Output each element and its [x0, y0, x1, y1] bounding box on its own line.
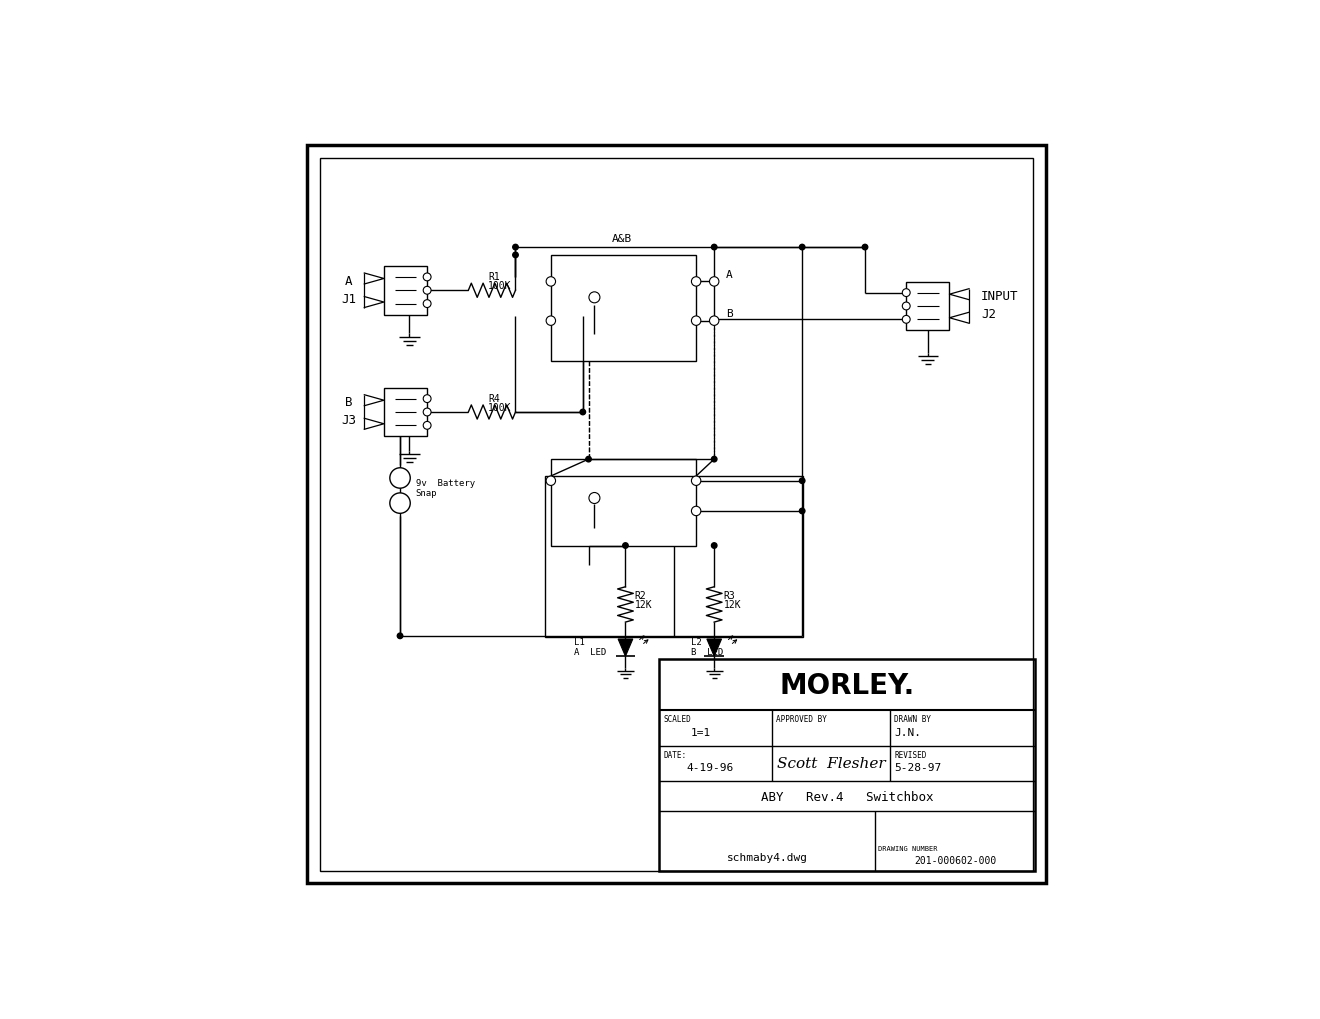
Circle shape: [709, 277, 719, 287]
Circle shape: [389, 493, 411, 514]
Circle shape: [546, 277, 556, 287]
Circle shape: [692, 277, 701, 287]
Text: J3: J3: [341, 414, 356, 427]
Text: 9v  Battery: 9v Battery: [416, 479, 475, 488]
Text: 12K: 12K: [635, 600, 652, 609]
Circle shape: [424, 409, 432, 417]
Text: MORLEY.: MORLEY.: [779, 672, 915, 699]
Text: 12K: 12K: [723, 600, 742, 609]
Circle shape: [389, 469, 411, 489]
Circle shape: [800, 479, 805, 484]
Circle shape: [546, 317, 556, 326]
Circle shape: [589, 292, 599, 304]
Text: A: A: [726, 269, 733, 279]
Circle shape: [800, 246, 805, 251]
Text: 201-000602-000: 201-000602-000: [915, 855, 997, 865]
Circle shape: [424, 395, 432, 404]
Circle shape: [709, 317, 719, 326]
Circle shape: [862, 246, 867, 251]
Circle shape: [903, 303, 911, 311]
Circle shape: [424, 301, 432, 308]
Text: R2: R2: [635, 590, 647, 600]
Circle shape: [711, 246, 717, 251]
Text: J.N.: J.N.: [894, 728, 921, 738]
Bar: [659, 659, 1035, 871]
Circle shape: [512, 246, 519, 251]
Text: R3: R3: [723, 590, 735, 600]
Text: 100K: 100K: [488, 280, 512, 290]
Text: SCALED: SCALED: [663, 714, 690, 723]
Bar: [384, 267, 428, 315]
Text: REVISED: REVISED: [894, 750, 927, 759]
Circle shape: [424, 422, 432, 430]
Polygon shape: [618, 639, 632, 656]
Circle shape: [397, 634, 403, 639]
Circle shape: [692, 506, 701, 517]
Circle shape: [692, 477, 701, 486]
Circle shape: [692, 317, 701, 326]
Text: A  LED: A LED: [574, 647, 607, 656]
Circle shape: [424, 274, 432, 281]
Circle shape: [711, 543, 717, 548]
Text: 1=1: 1=1: [690, 728, 711, 738]
Text: APPROVED BY: APPROVED BY: [776, 714, 826, 723]
Circle shape: [903, 316, 911, 324]
Text: R4: R4: [488, 393, 500, 404]
Text: L1: L1: [574, 637, 585, 646]
Text: schmaby4.dwg: schmaby4.dwg: [726, 852, 808, 862]
Text: B: B: [345, 396, 352, 409]
Text: DATE:: DATE:: [663, 750, 686, 759]
Text: DRAWN BY: DRAWN BY: [894, 714, 931, 723]
Circle shape: [589, 493, 599, 504]
Circle shape: [424, 287, 432, 294]
Circle shape: [711, 457, 717, 463]
Circle shape: [800, 508, 805, 515]
Bar: [550, 256, 696, 362]
Text: DRAWING NUMBER: DRAWING NUMBER: [878, 845, 937, 851]
Circle shape: [579, 410, 586, 416]
Text: R1: R1: [488, 272, 500, 282]
Circle shape: [546, 477, 556, 486]
Text: L2: L2: [690, 637, 701, 646]
Circle shape: [586, 457, 591, 463]
Text: ABY   Rev.4   Switchbox: ABY Rev.4 Switchbox: [760, 790, 933, 803]
Text: A: A: [345, 274, 352, 287]
Bar: [545, 477, 803, 637]
Circle shape: [512, 253, 519, 259]
Circle shape: [623, 543, 628, 548]
Text: Scott  Flesher: Scott Flesher: [776, 757, 886, 770]
Text: INPUT: INPUT: [981, 290, 1018, 303]
Text: B: B: [726, 309, 733, 319]
Circle shape: [903, 289, 911, 298]
Text: J2: J2: [981, 308, 995, 321]
Text: 5-28-97: 5-28-97: [894, 762, 941, 772]
Text: Snap: Snap: [416, 488, 437, 497]
Bar: [384, 388, 428, 437]
Text: J1: J1: [341, 292, 356, 306]
Bar: [907, 282, 949, 331]
Text: A&B: A&B: [612, 233, 632, 244]
Text: 100K: 100K: [488, 403, 512, 412]
Polygon shape: [706, 639, 722, 656]
Bar: [550, 460, 696, 546]
Text: 4-19-96: 4-19-96: [686, 762, 734, 772]
Text: B  LED: B LED: [690, 647, 723, 656]
